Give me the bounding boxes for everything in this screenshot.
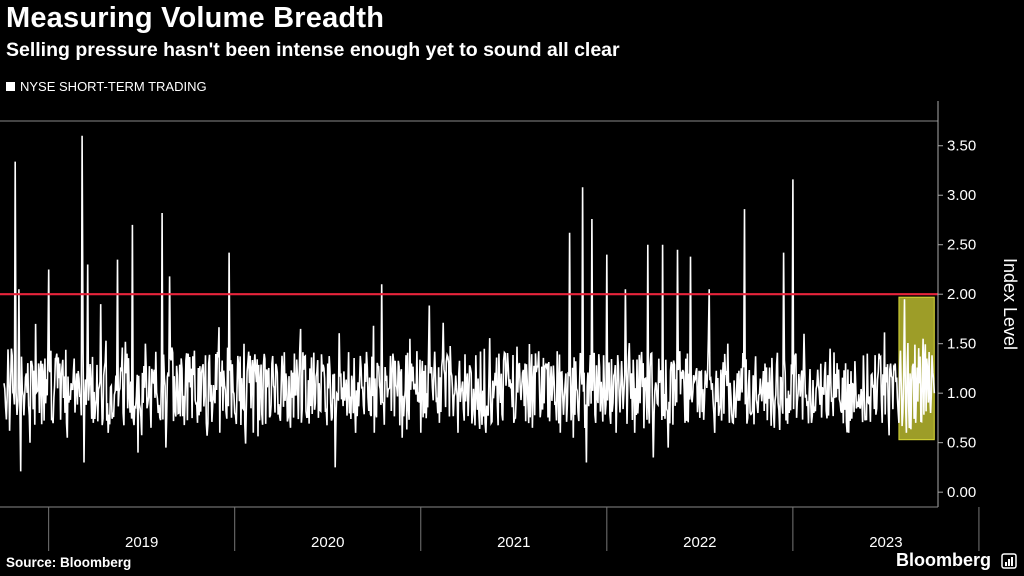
- legend-label: NYSE SHORT-TERM TRADING: [20, 79, 207, 94]
- y-tick-label: 3.50: [947, 138, 976, 155]
- page-title: Measuring Volume Breadth: [6, 2, 385, 34]
- y-tick-label: 1.00: [947, 385, 976, 402]
- x-tick-label: 2019: [125, 534, 158, 551]
- x-tick-label: 2023: [869, 534, 902, 551]
- y-axis-title: Index Level: [1000, 258, 1020, 350]
- bloomberg-terminal-icon: [1001, 553, 1017, 569]
- page-subtitle: Selling pressure hasn't been intense eno…: [6, 39, 620, 61]
- x-tick-label: 2021: [497, 534, 530, 551]
- chart-legend: NYSE SHORT-TERM TRADING: [6, 79, 207, 94]
- y-tick-label: 0.50: [947, 435, 976, 452]
- source-note: Source: Bloomberg: [6, 555, 132, 570]
- legend-swatch: [6, 82, 15, 91]
- y-tick-label: 3.00: [947, 187, 976, 204]
- series-line: [3, 135, 936, 472]
- x-tick-label: 2020: [311, 534, 344, 551]
- y-tick-label: 1.50: [947, 336, 976, 353]
- brand-logo-text: Bloomberg: [896, 550, 992, 570]
- y-tick-label: 2.50: [947, 237, 976, 254]
- y-tick-label: 2.00: [947, 286, 976, 303]
- x-tick-label: 2022: [683, 534, 716, 551]
- y-tick-label: 0.00: [947, 484, 976, 501]
